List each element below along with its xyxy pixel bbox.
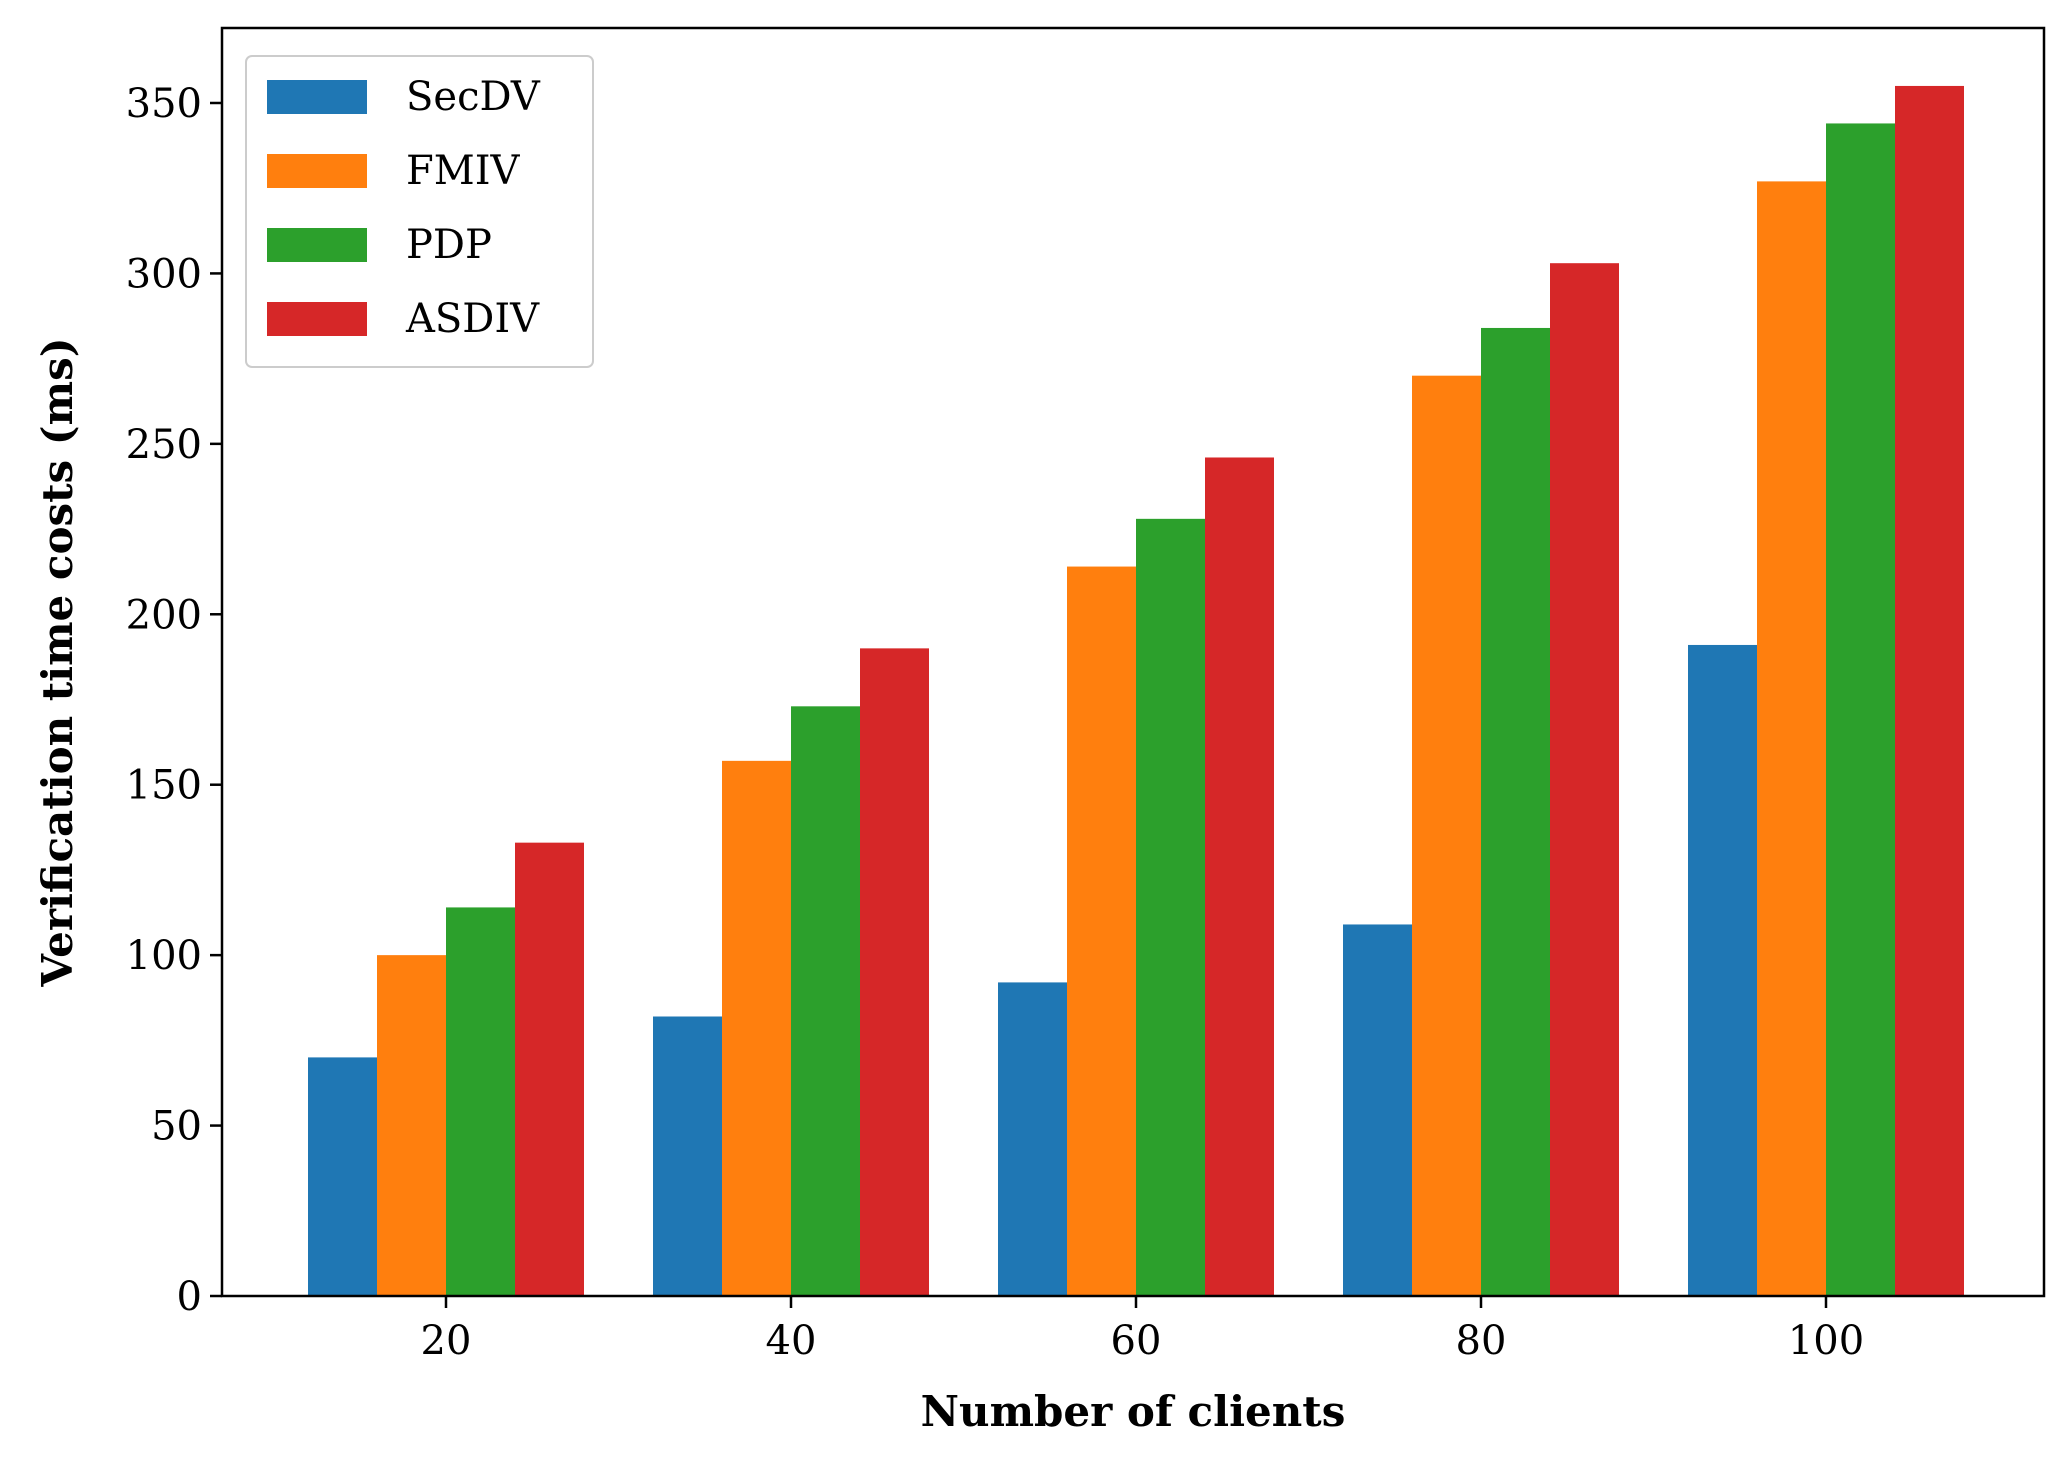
bar-pdp-20: [446, 907, 515, 1296]
bar-asdiv-100: [1895, 85, 1964, 1296]
y-tick-label: 100: [126, 933, 202, 979]
bar-secdv-100: [1688, 644, 1757, 1296]
y-tick-label: 150: [126, 763, 202, 809]
y-tick-label: 350: [126, 81, 202, 127]
bar-asdiv-20: [515, 842, 584, 1296]
x-axis-title: Number of clients: [921, 1387, 1346, 1436]
x-tick-label: 60: [1111, 1318, 1162, 1364]
x-tick-label: 40: [766, 1318, 817, 1364]
bar-secdv-20: [308, 1057, 377, 1296]
bar-pdp-60: [1136, 518, 1205, 1296]
y-axis: 0 50 100 150 200 250 300 350: [126, 81, 222, 1320]
bar-asdiv-40: [860, 648, 929, 1296]
bar-pdp-80: [1481, 327, 1550, 1296]
bar-pdp-40: [791, 706, 860, 1296]
y-tick-label: 0: [177, 1274, 202, 1320]
legend-label-asdiv: ASDIV: [405, 296, 540, 342]
legend-label-fmiv: FMIV: [406, 148, 521, 194]
bar-fmiv-60: [1067, 566, 1136, 1296]
x-axis: 20 40 60 80 100: [421, 1296, 1864, 1364]
y-tick-label: 300: [126, 251, 202, 297]
legend-swatch-secdv: [267, 80, 367, 114]
x-tick-label: 100: [1788, 1318, 1864, 1364]
y-tick-label: 250: [126, 422, 202, 468]
bar-secdv-40: [653, 1016, 722, 1296]
legend-box: [245, 55, 594, 368]
bar-asdiv-80: [1550, 263, 1619, 1296]
bar-asdiv-60: [1205, 457, 1274, 1296]
bar-secdv-60: [998, 982, 1067, 1296]
bar-fmiv-80: [1412, 375, 1481, 1296]
legend-swatch-fmiv: [267, 154, 367, 188]
bar-fmiv-20: [377, 955, 446, 1296]
bar-pdp-100: [1826, 123, 1895, 1296]
bar-fmiv-40: [722, 760, 791, 1296]
plot-frame: [220, 26, 2046, 1298]
legend-swatch-asdiv: [267, 302, 367, 336]
x-tick-label: 80: [1456, 1318, 1507, 1364]
y-axis-title: Verification time costs (ms): [33, 337, 82, 987]
bar-secdv-80: [1343, 924, 1412, 1296]
legend-label-pdp: PDP: [406, 222, 492, 268]
legend-swatch-pdp: [267, 228, 367, 262]
x-tick-label: 20: [421, 1318, 472, 1364]
bars-layer: [308, 85, 1964, 1297]
y-tick-label: 200: [126, 592, 202, 638]
legend: SecDV FMIV PDP ASDIV: [245, 55, 594, 368]
legend-label-secdv: SecDV: [406, 74, 541, 120]
bar-fmiv-100: [1757, 181, 1826, 1297]
y-tick-label: 50: [151, 1104, 202, 1150]
